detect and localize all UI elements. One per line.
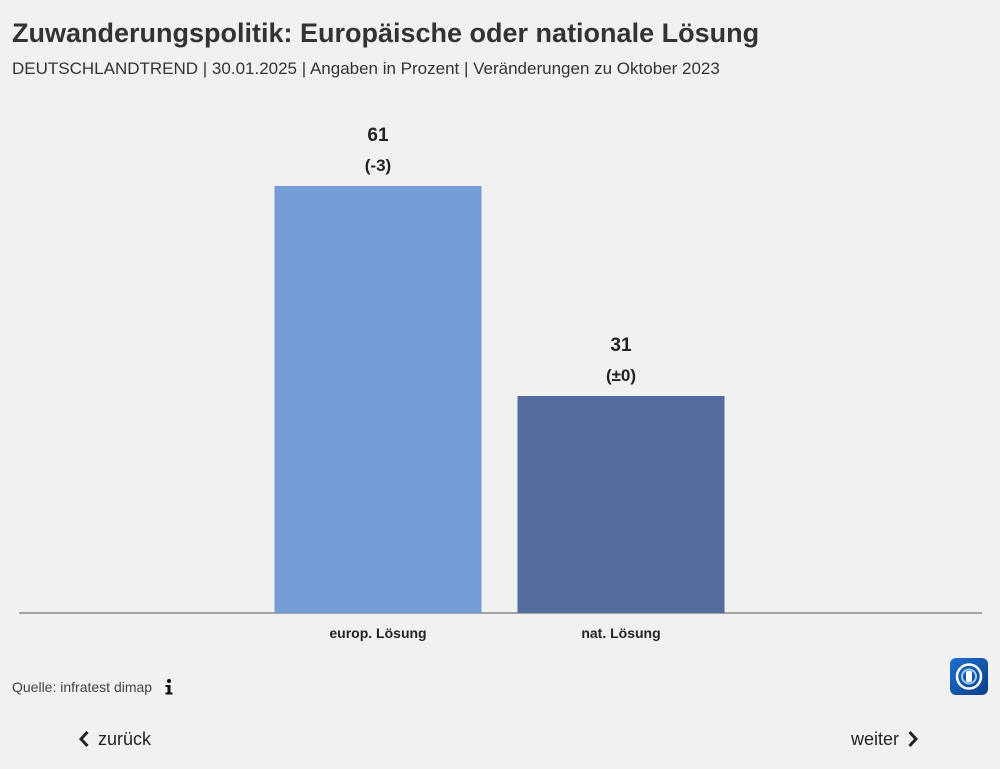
- next-label: weiter: [851, 728, 900, 749]
- bar-2: [517, 396, 725, 613]
- value-label-2: 31: [610, 335, 632, 356]
- chevron-left-icon: [78, 730, 89, 748]
- category-label-1: europ. Lösung: [329, 625, 426, 641]
- change-label-1: (-3): [365, 156, 391, 175]
- back-button[interactable]: zurück: [78, 726, 151, 752]
- bar-1: [274, 186, 482, 613]
- value-label-1: 61: [367, 125, 389, 146]
- tagesschau-logo: [950, 658, 988, 695]
- chart-subtitle: DEUTSCHLANDTREND | 30.01.2025 | Angaben …: [12, 59, 720, 78]
- globe-icon: [955, 663, 983, 690]
- change-label-2: (±0): [606, 366, 636, 385]
- chart-title: Zuwanderungspolitik: Europäische oder na…: [12, 18, 760, 48]
- chevron-right-icon: [908, 730, 919, 748]
- info-icon[interactable]: [162, 678, 176, 696]
- back-label: zurück: [98, 728, 152, 749]
- next-button[interactable]: weiter: [851, 726, 919, 752]
- source-note: Quelle: infratest dimap: [12, 679, 153, 695]
- category-label-2: nat. Lösung: [581, 625, 660, 641]
- bar-chart: 61 (-3) europ. Lösung 31 (±0) nat. Lösung: [19, 125, 982, 641]
